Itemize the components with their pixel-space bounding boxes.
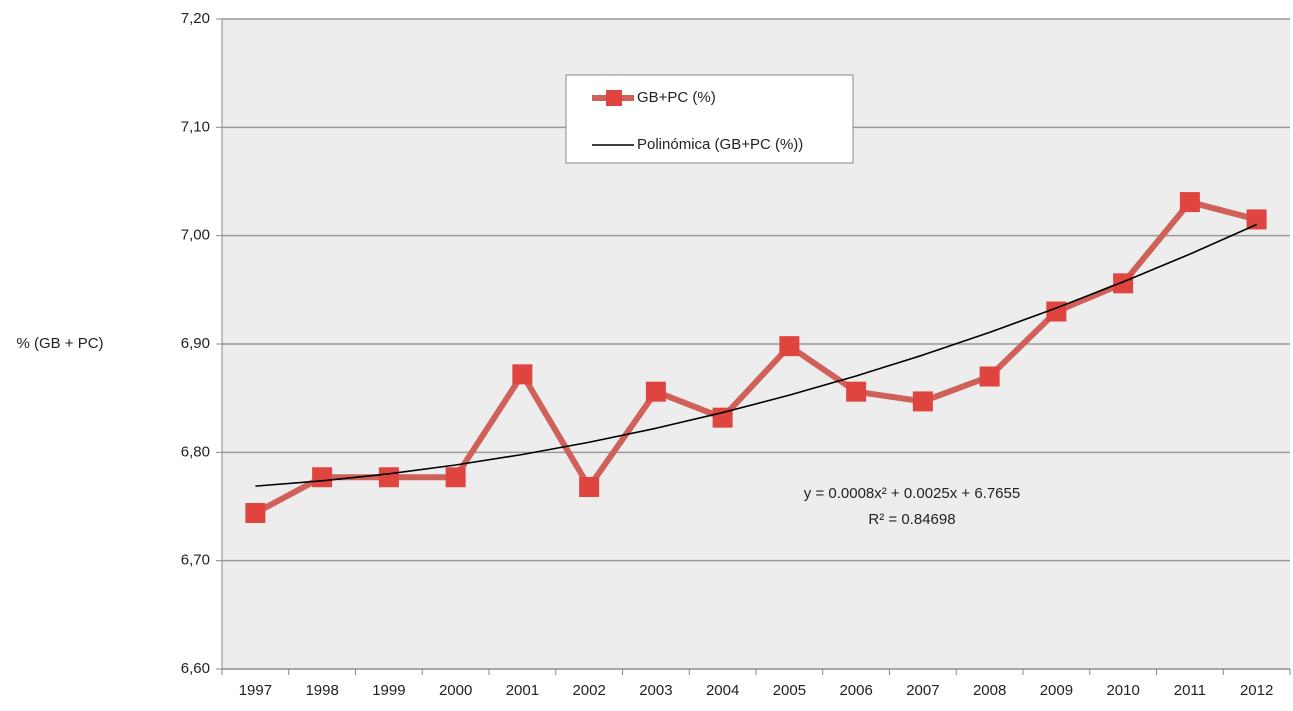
x-tick-label: 2000 (439, 682, 472, 699)
trend-line (255, 223, 1257, 487)
trend-equation: R² = 0.84698 (868, 511, 955, 528)
y-tick-label: 6,80 (181, 443, 210, 460)
marker (779, 336, 800, 357)
x-tick-label: 2012 (1240, 682, 1273, 699)
y-tick-label: 7,10 (181, 118, 210, 135)
legend-marker (606, 90, 622, 106)
legend-label: Polinómica (GB+PC (%)) (637, 136, 803, 153)
x-tick-label: 2004 (706, 682, 739, 699)
y-tick-label: 6,60 (181, 660, 210, 677)
y-tick-label: 7,00 (181, 227, 210, 244)
x-tick-label: 2002 (572, 682, 605, 699)
x-tick-label: 2011 (1174, 682, 1206, 699)
marker (245, 503, 266, 523)
x-tick-label: 2008 (973, 682, 1006, 699)
x-tick-label: 2001 (506, 682, 539, 699)
x-tick-label: 2007 (906, 682, 939, 699)
trend-equation: y = 0.0008x² + 0.0025x + 6.7655 (804, 485, 1020, 502)
y-tick-label: 7,20 (181, 10, 210, 27)
marker (1179, 192, 1200, 213)
marker (512, 364, 533, 385)
y-tick-label: 6,70 (181, 552, 210, 569)
y-tick-label: 6,90 (181, 335, 210, 352)
x-tick-label: 2006 (839, 682, 872, 699)
x-tick-label: 1999 (372, 682, 405, 699)
legend-label: GB+PC (%) (637, 89, 716, 106)
x-tick-label: 1997 (239, 682, 272, 699)
marker (645, 381, 666, 402)
marker (912, 391, 933, 412)
series-line (253, 199, 1258, 516)
marker (979, 366, 1000, 387)
marker (579, 477, 600, 497)
marker (312, 467, 333, 488)
x-tick-label: 2009 (1040, 682, 1073, 699)
marker (712, 407, 733, 428)
marker (445, 467, 466, 488)
marker (846, 381, 867, 402)
x-tick-label: 2005 (773, 682, 806, 699)
y-axis-label: % (GB + PC) (16, 335, 103, 352)
x-tick-label: 2010 (1106, 682, 1139, 699)
legend-box (565, 74, 854, 164)
marker (1246, 209, 1267, 230)
marker (378, 467, 399, 488)
marker (1113, 273, 1134, 294)
x-tick-label: 2003 (639, 682, 672, 699)
x-tick-label: 1998 (305, 682, 338, 699)
